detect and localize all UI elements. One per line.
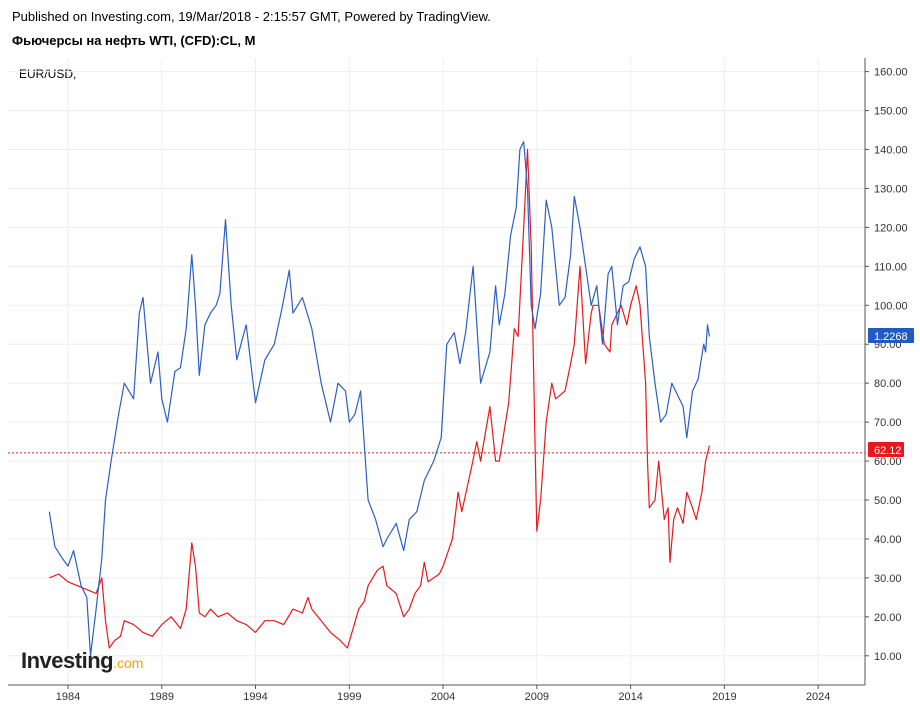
- y-tick-label: 30.00: [874, 573, 902, 585]
- x-tick-label: 1984: [56, 691, 80, 703]
- y-tick-label: 10.00: [874, 651, 902, 663]
- x-tick-label: 2004: [431, 691, 455, 703]
- x-tick-label: 2014: [618, 691, 642, 703]
- oil-series-line: [49, 148, 710, 649]
- oil-badge-value: 62.12: [874, 445, 902, 457]
- y-tick-label: 120.00: [874, 222, 908, 234]
- eurusd-series-label: EUR/USD,: [19, 67, 77, 81]
- y-tick-label: 50.00: [874, 495, 902, 507]
- oil-badge-bg: [868, 442, 904, 457]
- y-tick-label: 130.00: [874, 183, 908, 195]
- grid-layer: [8, 58, 865, 685]
- y-tick-label: 140.00: [874, 145, 908, 157]
- logo-main: Investing: [21, 648, 114, 673]
- logo-suffix: .com: [113, 655, 144, 671]
- y-tick-label: 20.00: [874, 612, 902, 624]
- y-tick-label: 150.00: [874, 106, 908, 118]
- eurusd-badge-bg: [868, 328, 914, 343]
- x-tick-label: 2019: [712, 691, 736, 703]
- series-layer: [48, 141, 710, 657]
- y-tick-label: 60.00: [874, 456, 902, 468]
- y-ticks: 10.00 20.00 30.00 40.00 50.00 60.00 70.00 80.00…: [865, 67, 908, 663]
- y-tick-label: 110.00: [874, 261, 907, 273]
- badges: 1.2268 62.12: [868, 328, 914, 457]
- x-ticks: 1984 1989 1994 1999 2004 2009 2014 2019 2024: [56, 685, 830, 703]
- x-tick-label: 2024: [806, 691, 830, 703]
- y-tick-label: 80.00: [874, 378, 902, 390]
- axis-layer: [8, 58, 866, 686]
- chart-title: Фьючерсы на нефть WTI, (CFD):CL, M: [12, 33, 256, 48]
- x-tick-label: 2009: [525, 691, 549, 703]
- eurusd-series-line: [48, 141, 710, 657]
- x-tick-label: 1989: [150, 691, 174, 703]
- y-tick-label: 40.00: [874, 534, 902, 546]
- investing-logo: Investing.com: [21, 648, 143, 674]
- y-tick-label: 160.00: [874, 67, 908, 79]
- eurusd-badge-value: 1.2268: [874, 331, 908, 343]
- oil-price-badge: 62.12: [868, 442, 904, 457]
- x-tick-label: 1994: [243, 691, 267, 703]
- y-tick-label: 100.00: [874, 300, 908, 312]
- y-tick-label: 70.00: [874, 417, 902, 429]
- x-tick-label: 1999: [337, 691, 361, 703]
- published-caption: Published on Investing.com, 19/Mar/2018 …: [12, 9, 491, 24]
- eurusd-price-badge: 1.2268: [868, 328, 914, 343]
